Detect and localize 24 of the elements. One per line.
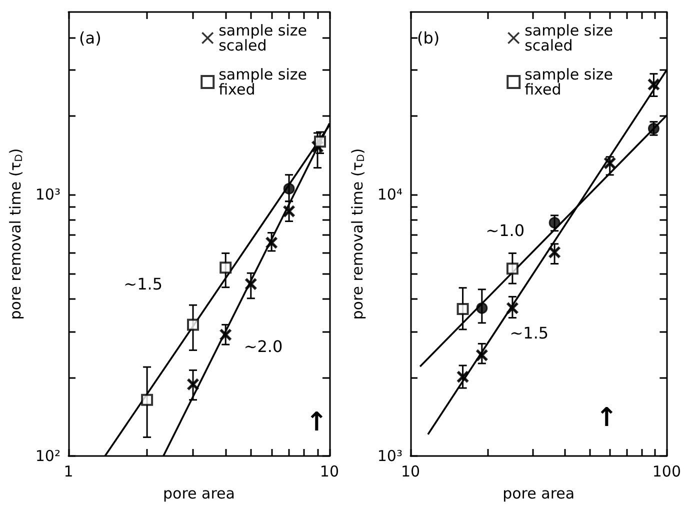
x-tick-label: 10 <box>320 462 340 480</box>
y-tick-label: 10² <box>35 447 60 465</box>
x-axis-title: pore area <box>162 484 235 502</box>
annotation: ↑ <box>596 402 618 433</box>
legend-label: sample size fixed <box>524 66 613 98</box>
x-axis-title: pore area <box>502 484 575 502</box>
y-axis-title: pore removal time (τD) <box>348 148 367 320</box>
annotation: ~1.5 <box>124 274 163 294</box>
x-tick-label: 1 <box>64 462 74 480</box>
y-axis-title: pore removal time (τD) <box>6 148 25 320</box>
y-tick-label: 10³ <box>35 186 60 204</box>
annotation: (b) <box>417 28 440 48</box>
annotation: ~1.0 <box>486 221 525 240</box>
x-tick-label: 10 <box>400 462 420 480</box>
x-tick-label: 100 <box>652 462 682 480</box>
y-tick-label: 10³ <box>377 447 402 465</box>
legend-label: sample size scaled <box>524 22 613 54</box>
legend-label: sample size scaled <box>218 22 307 54</box>
y-tick-label: 10⁴ <box>377 186 402 204</box>
legend-label: sample size fixed <box>218 66 307 98</box>
annotation: (a) <box>79 28 102 48</box>
annotation: ↑ <box>306 407 328 438</box>
annotation: ~1.5 <box>510 324 549 343</box>
annotation: ~2.0 <box>244 337 283 356</box>
